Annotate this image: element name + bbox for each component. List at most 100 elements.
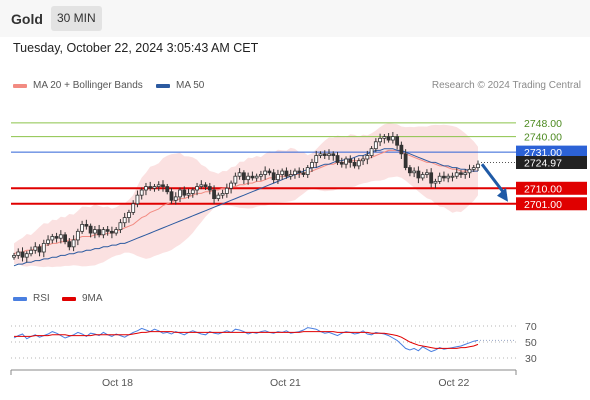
candle — [459, 172, 463, 175]
support-1-label: 2710.00 — [524, 183, 562, 195]
candle — [195, 186, 199, 191]
rsi-tick-50: 50 — [525, 337, 537, 349]
candle — [135, 194, 140, 205]
rsi-ma-label: 9MA — [82, 293, 103, 304]
support-1-tag — [516, 181, 587, 195]
support-2-label: 2701.00 — [524, 199, 562, 211]
candle — [420, 174, 425, 179]
timeframe-button[interactable]: 30 MIN — [51, 6, 102, 31]
candle — [101, 229, 106, 236]
candle — [50, 236, 55, 241]
candle — [144, 186, 148, 191]
candle — [322, 153, 327, 156]
candle — [114, 229, 119, 234]
legend-rsi: RSI — [13, 293, 50, 304]
candle — [75, 230, 80, 241]
candle — [344, 158, 348, 165]
candle — [20, 251, 25, 258]
candle — [271, 172, 276, 181]
candle — [352, 162, 357, 167]
candle — [54, 236, 59, 239]
candle — [335, 155, 340, 163]
candle — [88, 225, 93, 234]
header-bar: Gold 30 MIN — [0, 0, 590, 37]
resistance-2-label: 2740.00 — [524, 132, 562, 144]
candle — [399, 144, 404, 155]
candle — [314, 155, 319, 163]
candle — [233, 175, 238, 184]
candle — [58, 234, 63, 239]
candle — [442, 175, 446, 179]
candle — [258, 174, 263, 177]
candle — [203, 184, 208, 187]
candle — [127, 211, 131, 218]
candle — [110, 230, 114, 234]
candle — [471, 167, 476, 170]
candle — [12, 255, 16, 258]
legend-ma20: MA 20 + Bollinger Bands — [13, 80, 143, 91]
candle — [224, 187, 229, 194]
candle — [365, 155, 370, 160]
candle — [229, 182, 234, 189]
candle — [425, 172, 429, 175]
candle — [237, 172, 242, 177]
candle — [199, 184, 204, 187]
candle — [122, 217, 127, 224]
candle — [165, 186, 170, 193]
candle — [476, 163, 480, 169]
pivot-tag — [516, 145, 587, 159]
rsi-label: RSI — [33, 293, 50, 304]
candle — [454, 172, 459, 177]
support-2-tag — [516, 197, 587, 211]
candle — [318, 153, 323, 156]
rsi-ma-swatch-icon — [62, 296, 76, 301]
x-tick-label: Oct 22 — [438, 377, 469, 389]
forecast-arrow-line — [480, 163, 508, 197]
candle — [437, 175, 442, 182]
candle — [71, 239, 76, 248]
rsi-tick-70: 70 — [525, 321, 537, 333]
candle — [412, 170, 417, 174]
candle — [331, 153, 336, 156]
candle — [293, 170, 297, 175]
candle — [250, 175, 255, 179]
rsi-tick-30: 30 — [525, 353, 537, 365]
candle — [46, 239, 50, 244]
candle — [416, 170, 421, 179]
rsi-swatch-icon — [13, 296, 27, 301]
candle — [148, 186, 153, 189]
instrument-title: Gold — [11, 11, 43, 27]
candle — [395, 136, 400, 146]
candle — [216, 194, 221, 200]
candle — [182, 189, 187, 196]
candle — [297, 170, 302, 174]
candle — [386, 136, 391, 141]
candle — [212, 189, 216, 200]
credit-text: Research © 2024 Trading Central — [431, 80, 581, 91]
candle — [118, 222, 123, 231]
candle — [41, 242, 46, 253]
candle — [361, 158, 365, 162]
candle — [390, 136, 395, 141]
candle — [63, 234, 67, 243]
candle — [186, 193, 191, 196]
rsi-ma-line — [14, 331, 479, 349]
candle — [105, 229, 110, 232]
candle — [178, 189, 182, 198]
timestamp: Tuesday, October 22, 2024 3:05:43 AM CET — [13, 41, 259, 55]
x-tick-label: Oct 18 — [102, 377, 133, 389]
candle — [378, 137, 382, 143]
candle — [37, 246, 42, 253]
ma20-swatch-icon — [13, 83, 27, 88]
candle — [246, 175, 251, 181]
candle — [152, 186, 157, 189]
candle — [92, 229, 97, 234]
candle — [67, 241, 72, 248]
candle — [450, 175, 455, 178]
candle — [433, 180, 438, 184]
candles — [12, 131, 480, 263]
candle — [207, 186, 212, 191]
candle — [327, 153, 331, 156]
arrow-down-icon — [497, 187, 508, 202]
